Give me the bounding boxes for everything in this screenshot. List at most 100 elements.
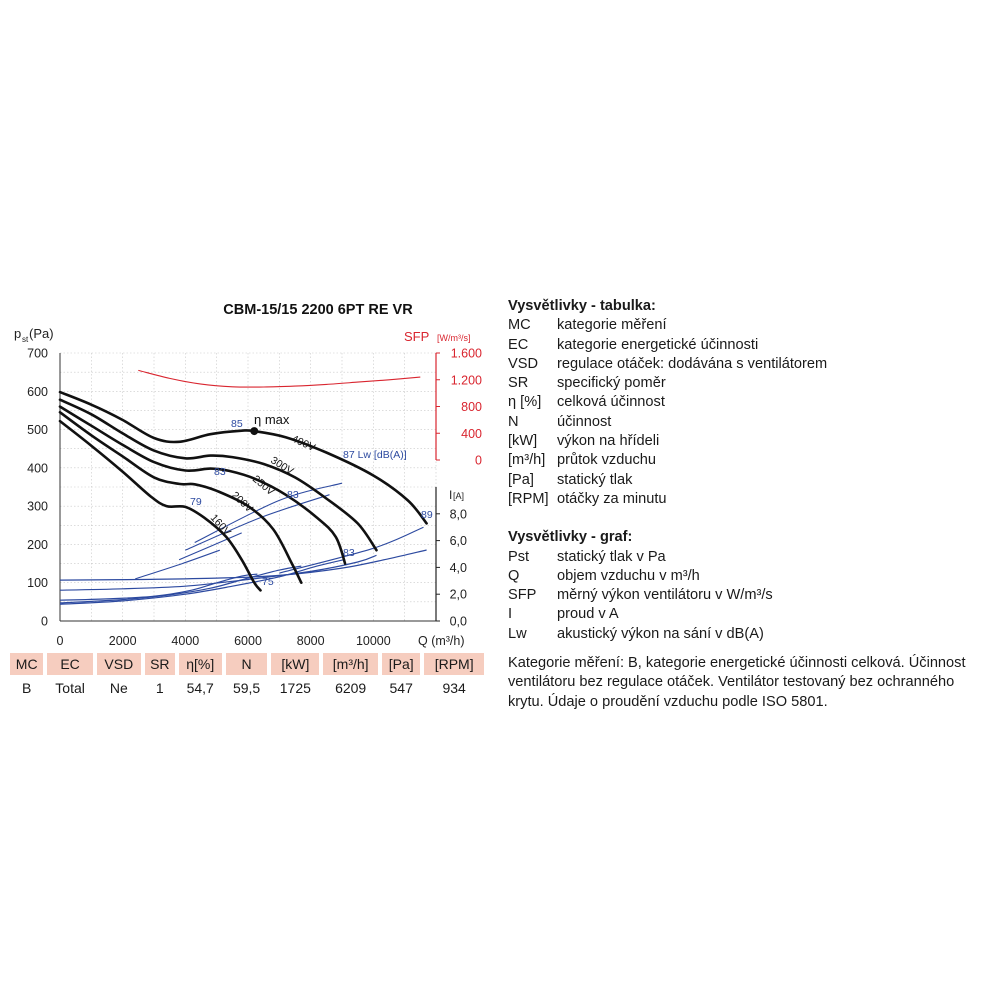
y-tick-label: 700: [27, 347, 48, 361]
y-tick-label: 500: [27, 423, 48, 437]
y-tick-label: 400: [27, 461, 48, 475]
legend-item: η [%] celková účinnost: [508, 393, 988, 412]
iso-efficiency-line: [185, 494, 330, 551]
table-header: [m³/h]: [323, 653, 379, 675]
legend-desc: výkon na hřídeli: [557, 433, 660, 450]
efficiency-label: 83: [214, 466, 226, 478]
current-line: [59, 558, 346, 605]
legend-desc: měrný výkon ventilátoru v W/m³/s: [557, 587, 773, 604]
efficiency-iso-lines: [135, 482, 424, 580]
legend-desc: regulace otáček: dodávána s ventilátorem: [557, 355, 828, 372]
y-tick-label: 0: [41, 615, 48, 629]
pressure-line: [58, 390, 428, 525]
sfp-tick-label: 800: [461, 400, 482, 414]
legend-key: EC: [508, 336, 529, 353]
fan-performance-chart: CBM-15/15 2200 6PT RE VR p st (Pa) SFP […: [14, 302, 482, 648]
pressure-label-250v: 250V: [250, 473, 277, 498]
efficiency-labels: 85 83 83 79 75 83 89: [190, 418, 433, 588]
legend-item: EC kategorie energetické účinnosti: [508, 336, 988, 355]
legend-key: SR: [508, 375, 529, 392]
table-header: η[%]: [178, 653, 222, 675]
grid: [59, 352, 437, 622]
legend-desc: průtok vzduchu: [557, 452, 656, 469]
legend-desc: otáčky za minutu: [557, 490, 667, 507]
table-cell: 934: [442, 680, 466, 696]
legend-desc: účinnost: [557, 413, 612, 430]
legend-item: VSD regulace otáček: dodávána s ventiláto…: [508, 355, 988, 374]
legend-desc: objem vzduchu v m³/h: [557, 567, 700, 584]
table-cell: 54,7: [186, 680, 214, 696]
current-series: [59, 549, 427, 605]
y-tick-label: 300: [27, 500, 48, 514]
sfp-tick-label: 400: [461, 427, 482, 441]
legend-item: [Pa] statický tlak: [508, 471, 988, 490]
y-axis-label-unit: (Pa): [29, 326, 54, 341]
current-line: [59, 565, 302, 604]
sfp-axis-label: SFP [W/m³/s]: [404, 329, 471, 344]
x-tick-label: 0: [57, 634, 64, 648]
y-axis-ticks: 0 100 200 300 400 500 600 700: [27, 347, 48, 629]
table-header: N: [225, 653, 268, 675]
legend-item: SR specifický poměr: [508, 374, 988, 393]
legend-table-title: Vysvětlivky - tabulka:: [508, 298, 656, 314]
efficiency-label: 85: [231, 418, 243, 430]
pressure-line: [58, 419, 262, 592]
sfp-unit: [W/m³/s]: [437, 333, 471, 343]
sfp-tick-label: 1.600: [451, 347, 482, 361]
legend-desc: statický tlak v Pa: [557, 548, 666, 565]
pressure-label-300v: 300V: [268, 454, 295, 477]
table-header: VSD: [96, 653, 141, 675]
legend-desc: kategorie energetické účinnosti: [557, 336, 759, 353]
y-axis-label: p st (Pa): [14, 326, 54, 344]
iso-efficiency-line: [279, 526, 424, 574]
note-line: ventilátoru bez regulace otáček. Ventilá…: [508, 674, 955, 691]
current-tick-label: 8,0: [450, 507, 467, 521]
current-tick-label: 4,0: [450, 561, 467, 575]
efficiency-label: 83: [287, 489, 299, 501]
current-line: [59, 573, 258, 601]
legend-key: [Pa]: [508, 471, 534, 488]
iso-efficiency-line: [194, 482, 343, 543]
measurement-note: Kategorie měření: B, kategorie energetic…: [508, 654, 988, 712]
pressure-line: [58, 411, 303, 584]
sfp-label: SFP: [404, 329, 429, 344]
sfp-axis-ticks: 0 400 800 1.200 1.600: [436, 347, 482, 468]
current-unit: [A]: [453, 491, 464, 501]
parameters-table-grid: MC EC VSD SR η[%] N [kW] [m³/h] [Pa] [RP…: [6, 653, 488, 701]
legend-key: Lw: [508, 625, 527, 642]
chart-title: CBM-15/15 2200 6PT RE VR: [223, 302, 413, 318]
table-cell: Ne: [109, 680, 128, 696]
legend-key: [RPM]: [508, 490, 549, 507]
pressure-line: [58, 398, 378, 552]
current-line: [59, 549, 427, 581]
table-header: [kW]: [271, 653, 320, 675]
sfp-tick-label: 1.200: [451, 373, 482, 387]
table-cell: 59,5: [232, 680, 261, 696]
legend-desc: specifický poměr: [557, 375, 666, 392]
x-tick-label: 4000: [171, 634, 199, 648]
legend-item: [m³/h] průtok vzduchu: [508, 451, 988, 470]
table-header-row: MC EC VSD SR η[%] N [kW] [m³/h] [Pa] [RP…: [10, 653, 484, 675]
legend-key: Pst: [508, 548, 530, 565]
pressure-label-200v: 200V: [229, 489, 255, 515]
table-cell: Total: [55, 680, 85, 696]
legend-item: [kW] výkon na hřídeli: [508, 432, 988, 451]
table-cell: 1: [155, 680, 164, 696]
parameters-table: MC EC VSD SR η[%] N [kW] [m³/h] [Pa] [RP…: [10, 653, 492, 701]
eta-max-label: η max: [254, 412, 290, 427]
legend-desc: kategorie měření: [557, 317, 667, 334]
legend-desc: celková účinnost: [557, 394, 665, 411]
current-tick-label: 6,0: [450, 534, 467, 548]
y-tick-label: 200: [27, 538, 48, 552]
legend-spacer: [508, 509, 988, 528]
y-axis-label-sub: st: [22, 335, 29, 344]
current-axis-label: I [A]: [449, 488, 464, 502]
x-axis-ticks: 0 2000 4000 6000 8000 10000: [57, 634, 391, 648]
legend-key: MC: [508, 317, 531, 334]
pressure-series: [58, 390, 428, 592]
x-axis-label: Q (m³/h): [418, 634, 465, 648]
current-tick-label: 2,0: [450, 588, 467, 602]
legend-key: N: [508, 413, 519, 430]
